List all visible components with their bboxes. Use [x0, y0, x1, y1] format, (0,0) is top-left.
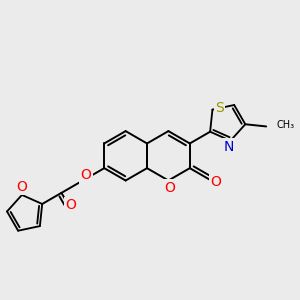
Text: S: S [215, 101, 224, 115]
Text: O: O [210, 175, 221, 189]
Text: O: O [164, 181, 175, 195]
Text: O: O [65, 198, 76, 212]
Text: O: O [80, 168, 91, 182]
Text: N: N [224, 140, 234, 154]
Text: CH₃: CH₃ [276, 120, 295, 130]
Text: O: O [16, 180, 27, 194]
